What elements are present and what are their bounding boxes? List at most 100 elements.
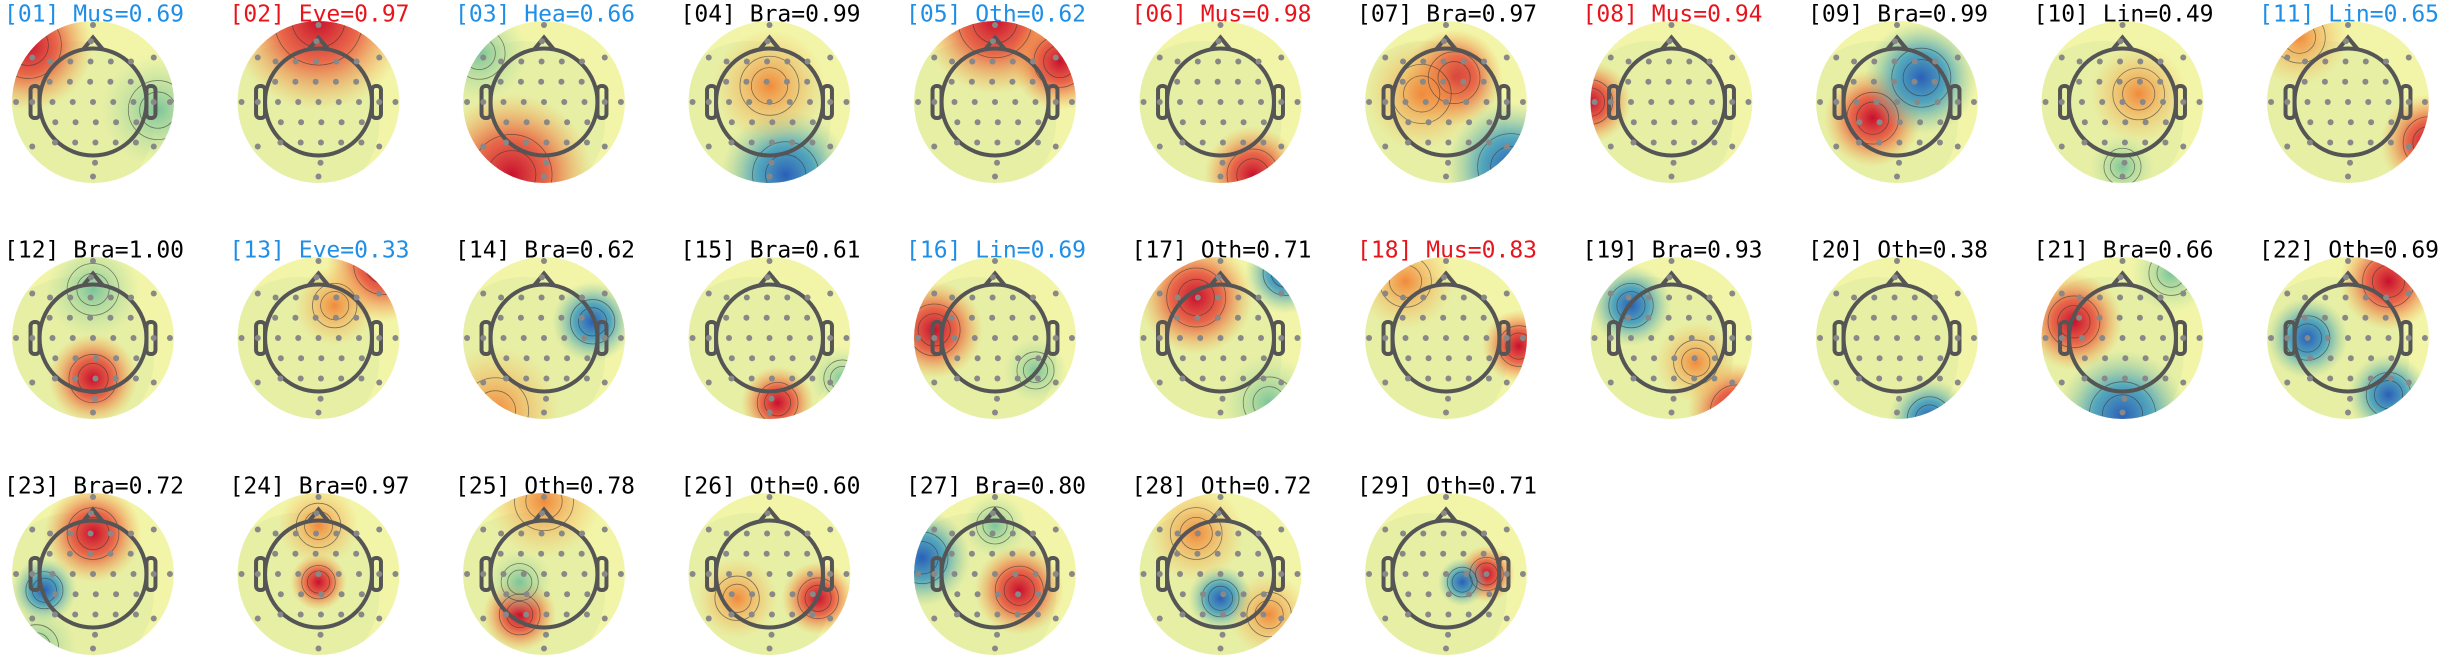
electrode (333, 58, 340, 65)
component-panel: [04] Bra=0.99 (681, 2, 861, 183)
electrode (1645, 314, 1652, 321)
component-panel: [03] Hea=0.66 (455, 2, 635, 183)
contour (1208, 585, 1234, 611)
electrode (1519, 99, 1526, 105)
electrode (578, 550, 585, 557)
electrode (150, 526, 157, 533)
electrode (989, 550, 996, 557)
electrode (318, 355, 325, 362)
electrode (723, 314, 730, 321)
electrode (748, 375, 755, 382)
electrode (317, 395, 324, 402)
electrode (764, 38, 771, 45)
electrode (353, 550, 360, 557)
electrode (1688, 99, 1695, 105)
electrode (974, 355, 981, 362)
electrode (1668, 258, 1675, 265)
electrode (543, 139, 550, 146)
electrode (1686, 294, 1693, 301)
electrode (558, 78, 565, 85)
electrode (315, 494, 322, 501)
electrode (1052, 571, 1059, 577)
electrode (376, 54, 383, 61)
electrode (1443, 409, 1449, 416)
electrode (1278, 143, 1285, 150)
activation-blob (1220, 354, 1302, 419)
electrode (376, 615, 383, 622)
electrode (150, 143, 157, 150)
electrode (563, 611, 570, 618)
electrode (1220, 591, 1227, 598)
electrode (2121, 375, 2128, 382)
activation-blob (712, 29, 827, 143)
electrode (2102, 355, 2109, 362)
electrode (1833, 335, 1840, 341)
electrode (1460, 550, 1467, 557)
electrode (392, 571, 399, 577)
electrode (1382, 99, 1389, 105)
electrode (974, 611, 981, 618)
activation-blob (2339, 257, 2429, 330)
electrode (1665, 78, 1672, 85)
electrode (2116, 314, 2123, 321)
electrode (1954, 290, 1961, 297)
electrode (292, 314, 299, 321)
contour (1477, 133, 1527, 183)
electrode (317, 631, 324, 638)
contour (507, 569, 533, 595)
electrode (728, 591, 735, 598)
activation-blob (44, 257, 142, 338)
electrode (1443, 335, 1449, 341)
electrode (954, 591, 961, 598)
electrode (601, 99, 608, 105)
electrode (2042, 99, 2049, 105)
electrode (150, 54, 157, 61)
electrode (1445, 631, 1452, 638)
electrode (764, 58, 771, 65)
electrode (2301, 78, 2308, 85)
activation-blob (290, 553, 347, 611)
electrode (1179, 355, 1186, 362)
electrode (2368, 355, 2375, 362)
electrode (1685, 314, 1692, 321)
electrode (2387, 375, 2394, 382)
electrode (1503, 615, 1510, 622)
electrode (523, 139, 530, 146)
electrode (29, 143, 36, 150)
electrode (1486, 119, 1493, 126)
component-panel: [23] Bra=0.72 (4, 474, 184, 655)
electrode (150, 571, 157, 577)
electrode (1405, 119, 1412, 126)
electrode (2096, 314, 2103, 321)
electrode (1014, 139, 1021, 146)
electrode (764, 294, 771, 301)
electrode (1214, 314, 1221, 321)
electrode (1174, 550, 1181, 557)
electrode (807, 571, 813, 577)
component-panel: [20] Oth=0.38 (1808, 238, 1988, 419)
head-nose (1659, 270, 1684, 287)
electrode (1481, 530, 1488, 537)
electrode (1911, 58, 1918, 65)
electrode (1200, 355, 1207, 362)
electrode (728, 119, 735, 126)
electrode (1260, 139, 1267, 146)
contour (1719, 394, 1753, 419)
electrode (47, 530, 54, 537)
electrode (2122, 355, 2129, 362)
electrode (705, 526, 712, 533)
electrode (480, 54, 487, 61)
head-nose (81, 506, 105, 523)
electrode (2322, 58, 2329, 65)
electrode (764, 530, 771, 537)
electrode (766, 99, 773, 105)
electrode (617, 571, 624, 577)
contour (1914, 404, 1944, 419)
electrode (1894, 99, 1900, 105)
electrode (1012, 335, 1019, 341)
electrode (1382, 379, 1389, 386)
electrode (1156, 290, 1163, 297)
contour (1469, 556, 1504, 592)
electrode (2405, 379, 2412, 386)
